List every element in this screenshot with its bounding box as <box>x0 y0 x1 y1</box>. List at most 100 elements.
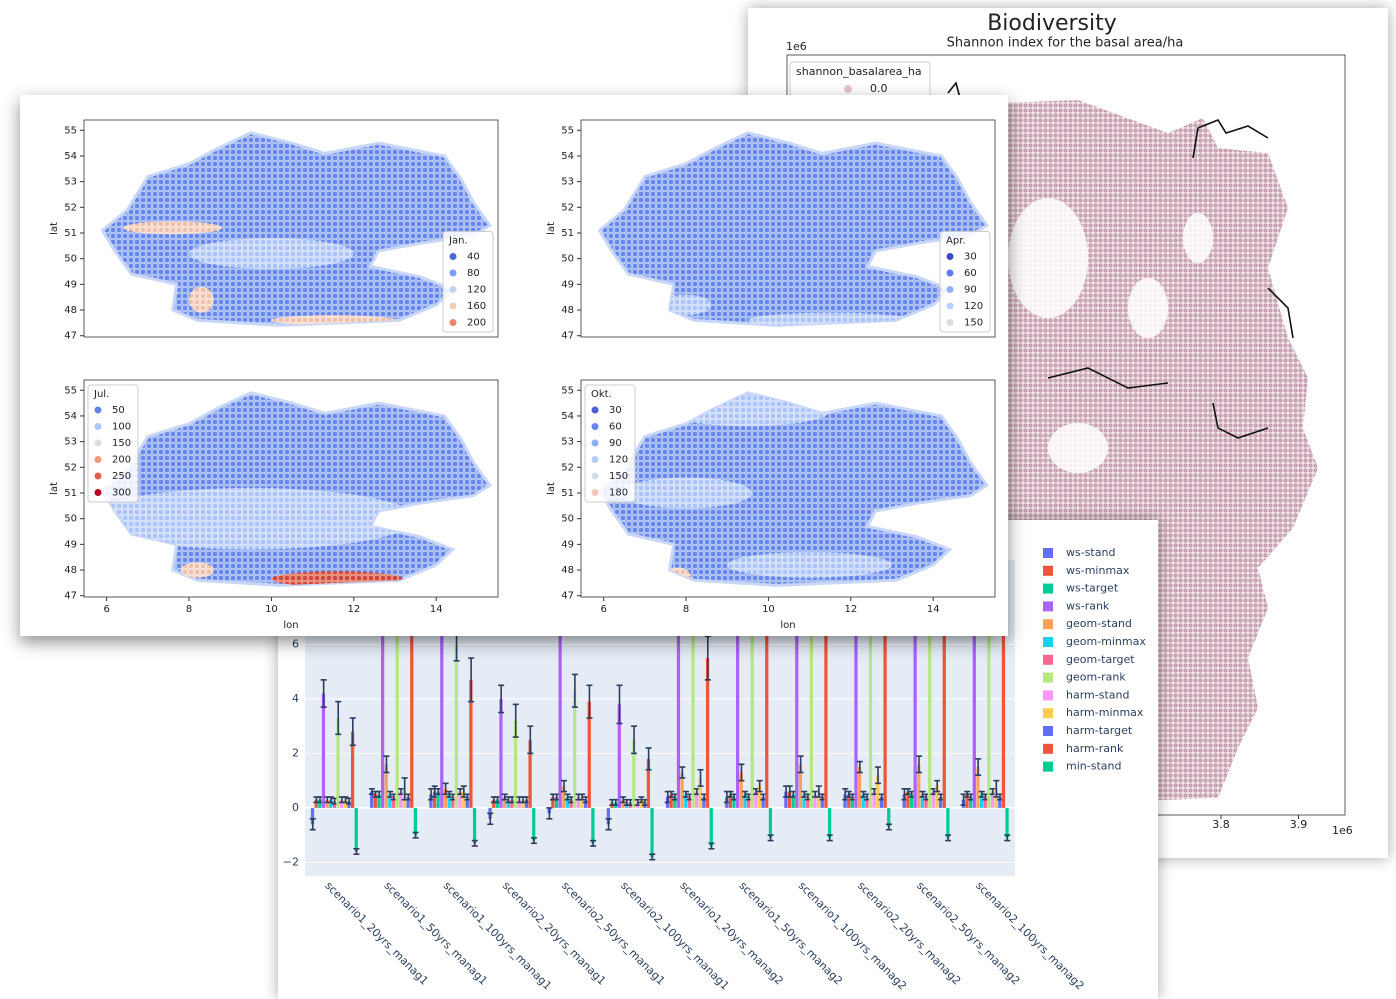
x-offset-label: 1e6 <box>1332 824 1353 837</box>
legend-marker <box>947 319 954 326</box>
chart-title: Biodiversity <box>987 11 1117 36</box>
legend-swatch <box>1043 690 1053 700</box>
legend-label: min-stand <box>1066 760 1121 773</box>
legend-marker <box>844 85 852 93</box>
map-patch <box>665 395 830 426</box>
legend-label: 60 <box>609 422 622 433</box>
legend-swatch <box>1043 708 1053 718</box>
legend-marker <box>95 489 102 496</box>
legend-label: 100 <box>112 422 131 433</box>
bar <box>473 808 476 843</box>
y-tick-label: 50 <box>561 254 574 265</box>
y-tick-label: 54 <box>561 411 574 422</box>
legend-label: 0.0 <box>870 82 888 95</box>
x-tick-label: scenario2_100yrs_manag1 <box>618 879 731 992</box>
y-tick-label: 47 <box>561 331 574 342</box>
y-tick-label: 55 <box>64 385 77 396</box>
y-tick-label: 52 <box>64 202 77 213</box>
x-tick-label: 6 <box>600 604 606 615</box>
x-tick-label: scenario2_50yrs_manag2 <box>914 879 1023 988</box>
y-axis-label: lat <box>49 482 60 495</box>
legend-marker <box>947 253 954 260</box>
map-gap <box>1183 213 1213 263</box>
y-tick-label: 48 <box>64 305 77 316</box>
y-tick-label: 47 <box>561 591 574 602</box>
x-axis-label: lon <box>283 620 298 631</box>
legend-marker <box>592 473 599 480</box>
x-tick-label: scenario2_100yrs_manag2 <box>973 879 1086 992</box>
y-tick-label: 49 <box>561 539 574 550</box>
y-tick-label: 51 <box>64 488 77 499</box>
legend-label: 120 <box>609 455 628 466</box>
bar <box>828 808 831 838</box>
legend-swatch <box>1043 566 1053 576</box>
legend-label: 150 <box>112 438 131 449</box>
y-tick-label: 52 <box>561 462 574 473</box>
climate-maps: 474849505152535455latJan.408012016020047… <box>20 95 1008 636</box>
legend-marker <box>592 423 599 430</box>
legend-label: ws-stand <box>1066 546 1115 559</box>
x-tick-label: scenario1_20yrs_manag2 <box>677 879 786 988</box>
y-axis-label: lat <box>546 222 557 235</box>
map-patch <box>620 478 752 509</box>
y-tick-label: 54 <box>64 151 77 162</box>
legend-label: 200 <box>112 455 131 466</box>
map-patch <box>181 562 214 577</box>
bar <box>355 808 358 852</box>
y-tick-label: 49 <box>64 539 77 550</box>
legend-marker <box>592 456 599 463</box>
legend-swatch <box>1043 584 1053 594</box>
legend-label: 50 <box>112 405 125 416</box>
y-tick-label: 53 <box>561 437 574 448</box>
page: {"chart_data": [ {"type": "map", "title"… <box>0 0 1396 999</box>
legend-label: 90 <box>609 438 622 449</box>
y-tick-label: 53 <box>561 177 574 188</box>
legend-label: 120 <box>964 301 983 312</box>
legend-label: 160 <box>467 301 486 312</box>
x-tick-label: 12 <box>347 604 360 615</box>
map-points <box>600 133 987 326</box>
map-patch <box>727 552 892 578</box>
bar <box>573 691 576 808</box>
x-tick-label: 8 <box>683 604 689 615</box>
legend-label: 150 <box>609 471 628 482</box>
y-tick-label: 2 <box>292 746 299 759</box>
legend-marker <box>450 286 457 293</box>
x-tick-label: 10 <box>265 604 278 615</box>
y-tick-label: 49 <box>64 279 77 290</box>
y-tick-label: 54 <box>64 411 77 422</box>
legend-label: harm-stand <box>1066 688 1129 701</box>
chart-subtitle: Shannon index for the basal area/ha <box>947 36 1184 51</box>
legend-marker <box>95 456 102 463</box>
legend-label: geom-minmax <box>1066 635 1146 648</box>
x-tick-label: scenario1_20yrs_manag1 <box>322 879 431 988</box>
legend-marker <box>592 440 599 447</box>
legend-label: harm-rank <box>1066 742 1124 755</box>
collage: BiodiversityShannon index for the basal … <box>0 0 1396 999</box>
legend-marker <box>450 303 457 310</box>
y-tick-label: 48 <box>64 565 77 576</box>
legend-label: ws-rank <box>1066 599 1110 612</box>
legend-title: Apr. <box>946 236 966 247</box>
legend-marker <box>592 489 599 496</box>
legend-marker <box>95 473 102 480</box>
y-tick-label: 49 <box>561 279 574 290</box>
bar <box>1005 808 1008 838</box>
y-offset-label: 1e6 <box>786 40 807 53</box>
x-tick-label: scenario2_20yrs_manag2 <box>855 879 964 988</box>
x-tick-label: 14 <box>430 604 443 615</box>
legend-marker <box>947 270 954 277</box>
legend-label: 60 <box>964 268 977 279</box>
legend-label: 30 <box>609 405 622 416</box>
legend-swatch <box>1043 619 1053 629</box>
legend-label: ws-minmax <box>1066 564 1130 577</box>
y-tick-label: 52 <box>64 462 77 473</box>
x-tick-label: scenario1_100yrs_manag1 <box>441 879 554 992</box>
y-tick-label: 51 <box>561 488 574 499</box>
x-tick-label: 8 <box>186 604 192 615</box>
legend-marker <box>95 423 102 430</box>
map-patch <box>189 238 354 269</box>
legend-swatch <box>1043 762 1053 772</box>
legend-swatch <box>1043 744 1053 754</box>
bar <box>414 808 417 835</box>
